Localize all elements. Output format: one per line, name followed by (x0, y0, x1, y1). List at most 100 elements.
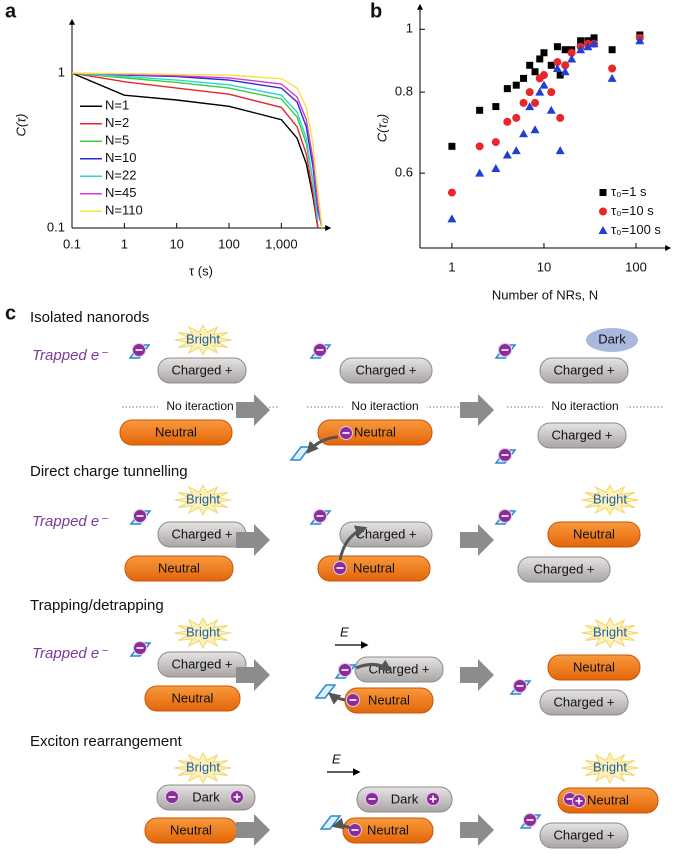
nanorod-label: Neutral (172, 690, 214, 705)
point (539, 71, 548, 80)
point (519, 98, 528, 107)
nanorod-label: Neutral (368, 692, 410, 707)
nanorod (547, 521, 641, 548)
point (525, 88, 534, 97)
point (535, 87, 545, 96)
nanorod-label: Charged + (553, 827, 614, 842)
y-tick-label: 0.1 (47, 219, 65, 234)
x-axis-label: τ (s) (189, 263, 213, 278)
nanorod (557, 787, 659, 814)
point (561, 46, 569, 54)
point (502, 150, 512, 159)
nanorod (356, 786, 453, 813)
nanorod-label: Charged + (553, 362, 614, 377)
x-tick-label: 1 (448, 259, 455, 274)
nanorod-label: Dark (391, 791, 419, 806)
y-tick-label: 0.6 (395, 165, 413, 180)
point (531, 98, 540, 107)
note-bg (343, 399, 427, 415)
point (590, 34, 598, 42)
step-arrow (460, 814, 494, 846)
bright-burst (581, 483, 639, 517)
nanorod-label: Charged + (355, 362, 416, 377)
point (553, 43, 561, 51)
step-arrow (460, 659, 494, 691)
legend-label: N=10 (105, 150, 136, 165)
bright-label: Bright (186, 624, 220, 639)
note-label: No iteraction (166, 399, 233, 413)
point (553, 58, 562, 67)
line (71, 72, 323, 229)
note-label: No iteraction (551, 399, 618, 413)
x-tick-label: 10 (169, 236, 183, 251)
bright-label: Bright (593, 491, 627, 506)
x-tick-label: 100 (625, 259, 647, 274)
nanorod-label: Neutral (573, 659, 615, 674)
point (583, 42, 593, 51)
row-title: Isolated nanorods (30, 309, 149, 326)
trap (289, 446, 312, 461)
x-tick-label: 0.1 (63, 236, 81, 251)
point (525, 102, 535, 111)
point (520, 74, 528, 82)
nanorod (157, 651, 247, 678)
nanorod (157, 357, 247, 384)
point (556, 113, 565, 122)
point (475, 168, 485, 177)
panel-label: a (5, 0, 17, 22)
nanorod-label: Neutral (573, 526, 615, 541)
dark-blob (586, 328, 638, 352)
bright-label: Bright (186, 491, 220, 506)
point (540, 49, 548, 57)
point (607, 73, 617, 82)
step-arrow (236, 814, 270, 846)
point (475, 142, 484, 151)
nanorod (344, 687, 434, 714)
nanorod (144, 685, 241, 712)
trap (314, 684, 337, 699)
bright-burst (581, 751, 639, 785)
step-arrow (236, 659, 270, 691)
legend-label: N=2 (105, 115, 129, 130)
nanorod (517, 556, 611, 583)
transfer-arrow (328, 692, 346, 705)
nanorod (354, 656, 444, 683)
point (547, 88, 556, 97)
legend-swatch (599, 207, 607, 216)
nanorod (539, 689, 629, 716)
point (511, 146, 521, 155)
trapped-label: Trapped e⁻ (32, 645, 108, 662)
row-title: Trapping/detrapping (30, 597, 164, 614)
line (71, 72, 323, 229)
point (555, 146, 565, 155)
point (561, 61, 570, 70)
bright-label: Bright (186, 331, 220, 346)
nanorod-label: Neutral (158, 560, 200, 575)
bright-burst (174, 483, 232, 517)
point (547, 61, 555, 69)
point (635, 36, 645, 45)
point (492, 103, 500, 111)
nanorod-label: Charged + (171, 362, 232, 377)
note-label: No iteraction (351, 399, 418, 413)
y-axis-label: C(τ₀) (374, 114, 389, 142)
point (536, 55, 544, 63)
point (608, 64, 617, 73)
point (577, 37, 585, 45)
bright-burst (174, 323, 232, 357)
y-tick-label: 1 (58, 64, 65, 79)
panel-label: b (370, 0, 382, 22)
nanorod (124, 555, 234, 582)
nanorod (339, 357, 433, 384)
nanorod-label: Charged + (171, 526, 232, 541)
point (447, 214, 457, 223)
transfer-arrow (306, 435, 339, 454)
nanorod-label: Neutral (354, 424, 396, 439)
y-tick-label: 0.8 (395, 84, 413, 99)
nanorod (317, 555, 431, 582)
nanorod (156, 784, 256, 811)
point (567, 54, 577, 63)
nanorod-label: Neutral (367, 822, 409, 837)
nanorod (342, 817, 434, 844)
